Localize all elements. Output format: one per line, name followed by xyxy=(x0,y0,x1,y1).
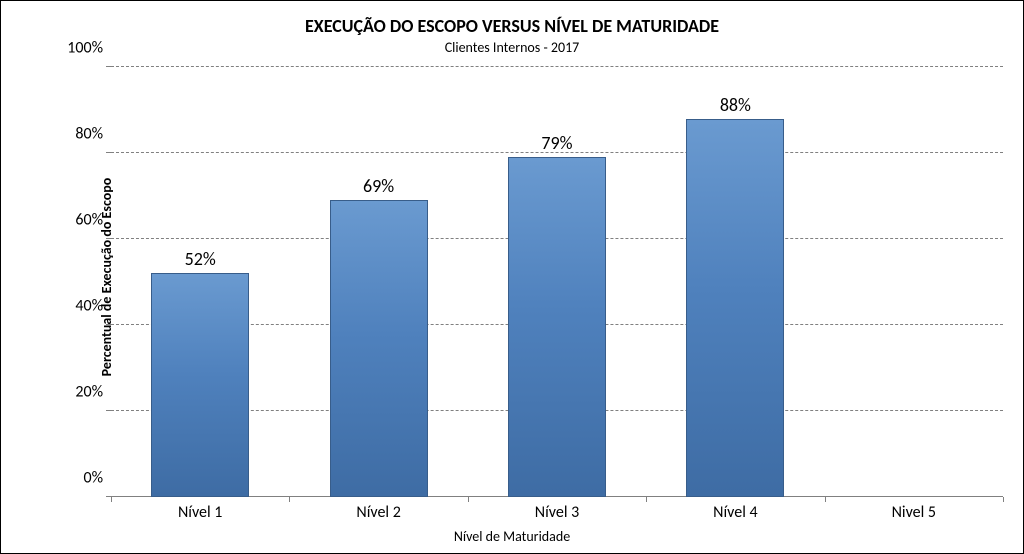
y-tick-mark xyxy=(106,238,111,239)
y-tick-label: 20% xyxy=(75,383,111,402)
bar-value-label: 88% xyxy=(720,94,751,120)
y-tick-label: 80% xyxy=(75,125,111,144)
x-category-label: Nível 1 xyxy=(178,497,222,522)
bar-value-label: 69% xyxy=(363,175,394,201)
chart-subtitle: Clientes Internos - 2017 xyxy=(1,39,1023,56)
chart-title: EXECUÇÃO DO ESCOPO VERSUS NÍVEL DE MATUR… xyxy=(1,15,1023,37)
y-tick-label: 40% xyxy=(75,297,111,316)
x-tick-mark xyxy=(646,497,647,502)
bar: 52% xyxy=(151,273,249,497)
x-tick-mark xyxy=(825,497,826,502)
y-tick-label: 60% xyxy=(75,211,111,230)
x-category-label: Nível 2 xyxy=(356,497,400,522)
bar-value-label: 79% xyxy=(541,132,572,158)
x-axis-title: Nível de Maturidade xyxy=(1,528,1023,545)
plot-area: 0%20%40%60%80%100%52%Nível 169%Nível 279… xyxy=(111,67,1003,497)
bar-chart: EXECUÇÃO DO ESCOPO VERSUS NÍVEL DE MATUR… xyxy=(1,1,1023,553)
y-tick-label: 100% xyxy=(67,39,111,58)
grid-line xyxy=(111,66,1003,67)
x-category-label: Nível 4 xyxy=(713,497,757,522)
y-tick-mark xyxy=(106,152,111,153)
plot-inner: 0%20%40%60%80%100%52%Nível 169%Nível 279… xyxy=(111,67,1003,497)
bar: 88% xyxy=(686,119,784,497)
y-tick-mark xyxy=(106,324,111,325)
x-tick-mark xyxy=(289,497,290,502)
bar: 79% xyxy=(508,157,606,497)
y-tick-mark xyxy=(106,410,111,411)
x-category-label: Nivel 5 xyxy=(892,497,936,522)
x-tick-mark xyxy=(111,497,112,502)
x-tick-mark xyxy=(468,497,469,502)
chart-title-block: EXECUÇÃO DO ESCOPO VERSUS NÍVEL DE MATUR… xyxy=(1,15,1023,56)
y-tick-label: 0% xyxy=(83,469,111,488)
y-tick-mark xyxy=(106,66,111,67)
x-tick-mark xyxy=(1003,497,1004,502)
x-category-label: Nível 3 xyxy=(535,497,579,522)
bar-value-label: 52% xyxy=(185,248,216,274)
bar: 69% xyxy=(330,200,428,497)
